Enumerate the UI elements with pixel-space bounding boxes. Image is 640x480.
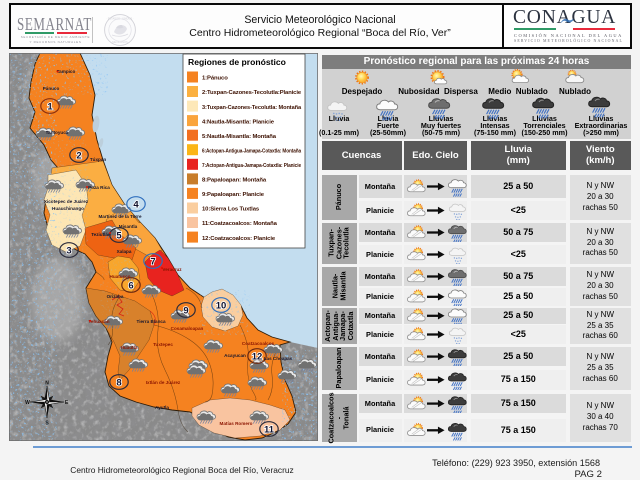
svg-text:Cosamaloapan: Cosamaloapan xyxy=(171,326,204,331)
svg-text:· MEXICANOS ·: · MEXICANOS · xyxy=(111,40,130,44)
svg-text:Matías Romero: Matías Romero xyxy=(220,421,253,426)
svg-text:6: 6 xyxy=(128,280,133,291)
svg-text:Teziutlán: Teziutlán xyxy=(91,232,111,237)
svg-text:Misantla: Misantla xyxy=(119,224,138,229)
svg-text:4: 4 xyxy=(133,199,139,210)
svg-text:· ESTADOS · UNIDOS ·: · ESTADOS · UNIDOS · xyxy=(106,17,134,21)
svg-text:Ayutla: Ayutla xyxy=(155,405,169,410)
svg-text:Tehuacán: Tehuacán xyxy=(88,319,109,324)
svg-text:S: S xyxy=(45,421,49,427)
svg-text:Huatusco: Huatusco xyxy=(110,274,131,279)
svg-text:Regiones de pronóstico: Regiones de pronóstico xyxy=(188,57,286,67)
svg-text:6:Actopan-Antigua-Jamapa-Cotax: 6:Actopan-Antigua-Jamapa-Cotaxtla: Monta… xyxy=(202,148,302,154)
svg-text:7:Actopan-Antigua-Jamapa-Cotax: 7:Actopan-Antigua-Jamapa-Cotaxtla: Plani… xyxy=(202,163,302,169)
svg-text:2:Tuxpan-Cazones-Tecolutla:Pla: 2:Tuxpan-Cazones-Tecolutla:Planicie xyxy=(202,90,302,96)
svg-text:1:Pánuco: 1:Pánuco xyxy=(202,76,228,82)
svg-text:N: N xyxy=(45,381,49,387)
svg-text:3: 3 xyxy=(66,245,71,256)
svg-text:E: E xyxy=(65,400,69,406)
svg-text:Las Choapas: Las Choapas xyxy=(264,356,293,361)
svg-text:Martínez de la Torre: Martínez de la Torre xyxy=(98,214,141,219)
svg-text:Ixtlán de Juárez: Ixtlán de Juárez xyxy=(146,380,181,385)
svg-text:1: 1 xyxy=(47,101,53,112)
svg-text:Xicotepec de Juárez: Xicotepec de Juárez xyxy=(44,199,89,204)
svg-text:Acayucan: Acayucan xyxy=(224,353,246,358)
svg-text:Poza Rica: Poza Rica xyxy=(88,185,110,190)
svg-text:Orizaba: Orizaba xyxy=(107,294,124,299)
svg-text:11: 11 xyxy=(264,424,275,435)
svg-text:8: 8 xyxy=(116,377,121,388)
svg-text:4:Nautla-Misantla: Planicie: 4:Nautla-Misantla: Planicie xyxy=(202,119,275,125)
svg-text:5: 5 xyxy=(116,230,122,241)
svg-text:10: 10 xyxy=(216,300,227,311)
svg-text:9:Papaloapan: Planicie: 9:Papaloapan: Planicie xyxy=(202,192,265,198)
svg-text:Tantoyuca: Tantoyuca xyxy=(46,130,69,135)
svg-text:Coatzacoalcos: Coatzacoalcos xyxy=(242,341,275,346)
svg-text:Túxpan: Túxpan xyxy=(90,157,107,162)
svg-text:10:Sierra Los Tuxtlas: 10:Sierra Los Tuxtlas xyxy=(202,207,260,213)
svg-text:Huauchinango: Huauchinango xyxy=(52,206,84,211)
svg-text:W: W xyxy=(25,400,30,406)
svg-text:Xalapa: Xalapa xyxy=(117,249,132,254)
svg-text:Tuxtepec: Tuxtepec xyxy=(153,342,173,347)
svg-text:Pánuco: Pánuco xyxy=(43,86,60,91)
svg-text:9: 9 xyxy=(183,305,188,316)
svg-text:7: 7 xyxy=(150,256,155,267)
svg-text:12: 12 xyxy=(252,351,263,362)
svg-text:Tampico: Tampico xyxy=(57,69,76,74)
svg-text:Veracruz: Veracruz xyxy=(162,267,182,272)
svg-text:12:Coatzacoalcos: Planicie: 12:Coatzacoalcos: Planicie xyxy=(202,236,276,242)
svg-text:Tierra Blanca: Tierra Blanca xyxy=(136,319,165,324)
svg-text:8:Papaloapan: Montaña: 8:Papaloapan: Montaña xyxy=(202,178,267,184)
svg-text:3:Tuxpan-Cazones-Tecolutla: Mo: 3:Tuxpan-Cazones-Tecolutla: Montaña xyxy=(202,105,302,111)
svg-text:2: 2 xyxy=(76,150,81,161)
svg-text:Huautla: Huautla xyxy=(121,345,138,350)
svg-text:5:Nautla-Misantla: Montaña: 5:Nautla-Misantla: Montaña xyxy=(202,134,277,140)
svg-text:11:Coatzacoalcos: Montaña: 11:Coatzacoalcos: Montaña xyxy=(202,221,278,227)
